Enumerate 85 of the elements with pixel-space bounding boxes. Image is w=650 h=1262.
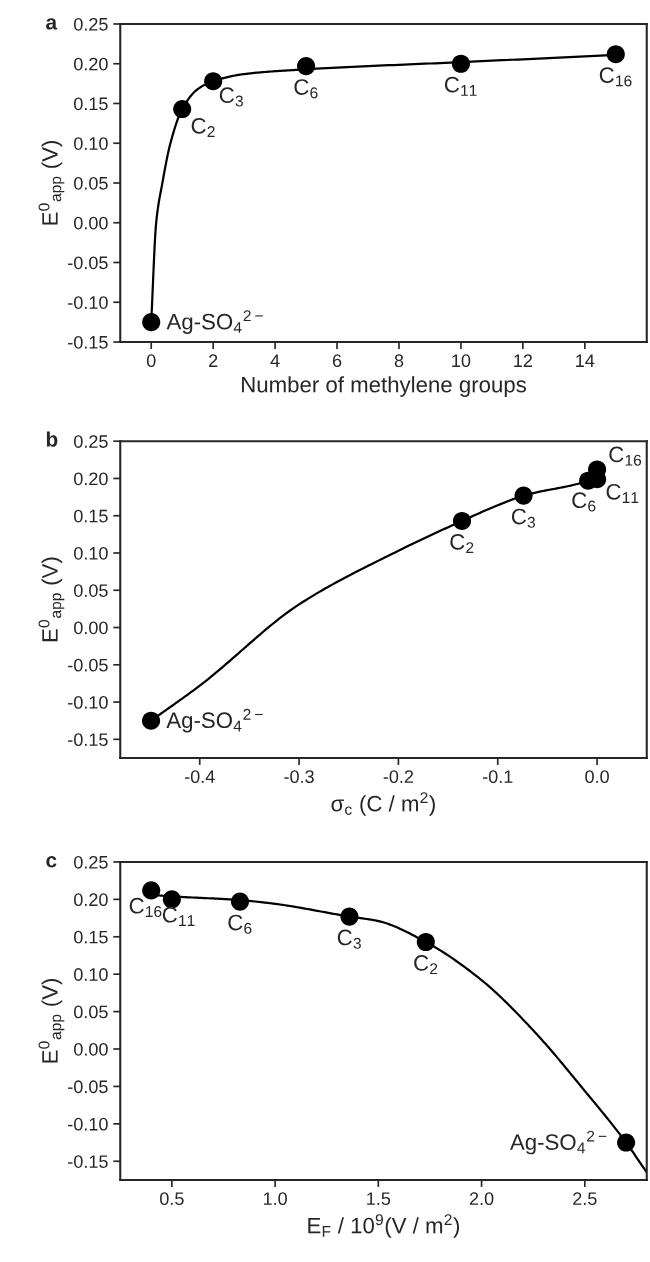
annotation: C$_{3}$ — [219, 87, 243, 107]
y-axis-title: E$^{0}$$_{app}$ (V) — [38, 141, 65, 225]
annotation: C$_{6}$ — [228, 914, 252, 934]
x-tick-label: -0.2 — [383, 770, 414, 784]
x-tick-label: 0 — [146, 354, 156, 368]
annotation: Ag-SO$_{4}$$^{2−}$ — [509, 1130, 607, 1155]
y-tick-label: 0.15 — [74, 97, 108, 111]
y-tick-label: 0.05 — [74, 1005, 108, 1019]
point — [230, 892, 250, 911]
chart-title: c — [46, 856, 57, 868]
point — [173, 99, 192, 119]
y-tick-label: 0.15 — [74, 509, 108, 523]
point — [514, 486, 533, 505]
point — [452, 511, 472, 530]
y-tick-label: 0.25 — [74, 435, 108, 448]
point — [142, 881, 161, 900]
y-tick-label: 0.25 — [74, 855, 108, 869]
annotation: C$_{11}$ — [444, 76, 477, 96]
x-tick-label: 8 — [394, 354, 404, 368]
x-tick-label: 6 — [332, 354, 342, 368]
y-tick-label: 0.20 — [74, 893, 108, 907]
x-tick-label: 0.5 — [160, 1192, 184, 1206]
y-tick-label: -0.10 — [68, 695, 108, 709]
chart-title: b — [46, 431, 58, 447]
y-tick-label: 0.05 — [74, 176, 108, 190]
x-tick-label: 0.0 — [585, 770, 609, 784]
point — [142, 313, 161, 332]
x-tick-label: 12 — [514, 354, 532, 367]
point — [451, 54, 470, 73]
y-tick-label: 0.25 — [74, 17, 108, 31]
y-axis-title: E$^{0}$$_{app}$ (V) — [38, 978, 65, 1063]
x-tick-label: 1.5 — [367, 1192, 391, 1206]
y-tick-label: 0.00 — [74, 216, 108, 230]
point — [416, 932, 435, 952]
y-tick-label: -0.10 — [68, 1117, 108, 1131]
y-tick-label: 0.00 — [74, 621, 108, 635]
x-tick-label: 10 — [452, 354, 471, 368]
y-tick-label: 0.20 — [74, 57, 108, 71]
x-axis-title: Number of methylene groups — [242, 376, 526, 397]
point — [297, 57, 316, 76]
point — [141, 711, 161, 730]
y-axis-title: E$^{0}$$_{app}$ (V) — [38, 557, 65, 642]
x-tick-label: -0.4 — [184, 770, 215, 784]
x-tick-label: -0.3 — [284, 770, 314, 784]
y-tick-label: -0.15 — [68, 733, 108, 747]
annotation: C$_{2}$ — [414, 955, 438, 975]
y-tick-label: 0.20 — [74, 472, 108, 486]
annotation: Ag-SO$_{4}$$^{2−}$ — [166, 708, 263, 733]
annotation: C$_{6}$ — [294, 79, 318, 99]
annotation: C$_{2}$ — [191, 117, 215, 137]
y-tick-label: -0.05 — [68, 1080, 108, 1094]
y-tick-label: -0.10 — [68, 296, 108, 309]
y-tick-label: 0.10 — [74, 968, 108, 981]
annotation: C$_{16}$ — [129, 897, 162, 918]
annotation: C$_{2}$ — [450, 533, 474, 554]
x-tick-label: 2.5 — [573, 1192, 597, 1206]
point — [606, 45, 625, 64]
y-tick-label: -0.05 — [68, 256, 108, 270]
x-tick-label: 4 — [270, 354, 280, 367]
y-tick-label: -0.15 — [68, 335, 108, 349]
y-tick-label: 0.05 — [74, 584, 108, 597]
x-tick-label: 14 — [576, 354, 595, 367]
y-tick-label: 0.15 — [74, 930, 108, 944]
y-tick-label: -0.05 — [68, 658, 108, 672]
x-tick-label: 2.0 — [469, 1192, 494, 1206]
x-axis-title: σ$_{c}$ (C / m$^{2}$) — [331, 792, 435, 816]
annotation: C$_{16}$ — [599, 67, 632, 87]
annotation: C$_{16}$ — [609, 446, 642, 466]
annotation: C$_{11}$ — [162, 906, 195, 926]
x-tick-label: -0.1 — [482, 770, 513, 784]
annotation: C$_{6}$ — [572, 492, 596, 512]
annotation: C$_{3}$ — [337, 929, 361, 949]
x-tick-label: 2 — [209, 354, 218, 367]
y-tick-label: -0.15 — [68, 1155, 108, 1168]
y-tick-label: 0.10 — [74, 546, 108, 560]
chart-title: a — [46, 18, 58, 30]
y-tick-label: 0.10 — [74, 137, 108, 150]
point — [617, 1133, 636, 1152]
annotation: C$_{11}$ — [606, 483, 639, 503]
annotation: Ag-SO$_{4}$$^{2−}$ — [166, 310, 263, 334]
y-tick-label: 0.00 — [74, 1042, 108, 1056]
point — [340, 907, 359, 926]
annotation: C$_{3}$ — [511, 508, 536, 528]
x-axis-title: E$_{F}$ / 10$^{9}$(V / m$^{2}$) — [308, 1214, 460, 1238]
x-tick-label: 1.0 — [263, 1192, 287, 1206]
